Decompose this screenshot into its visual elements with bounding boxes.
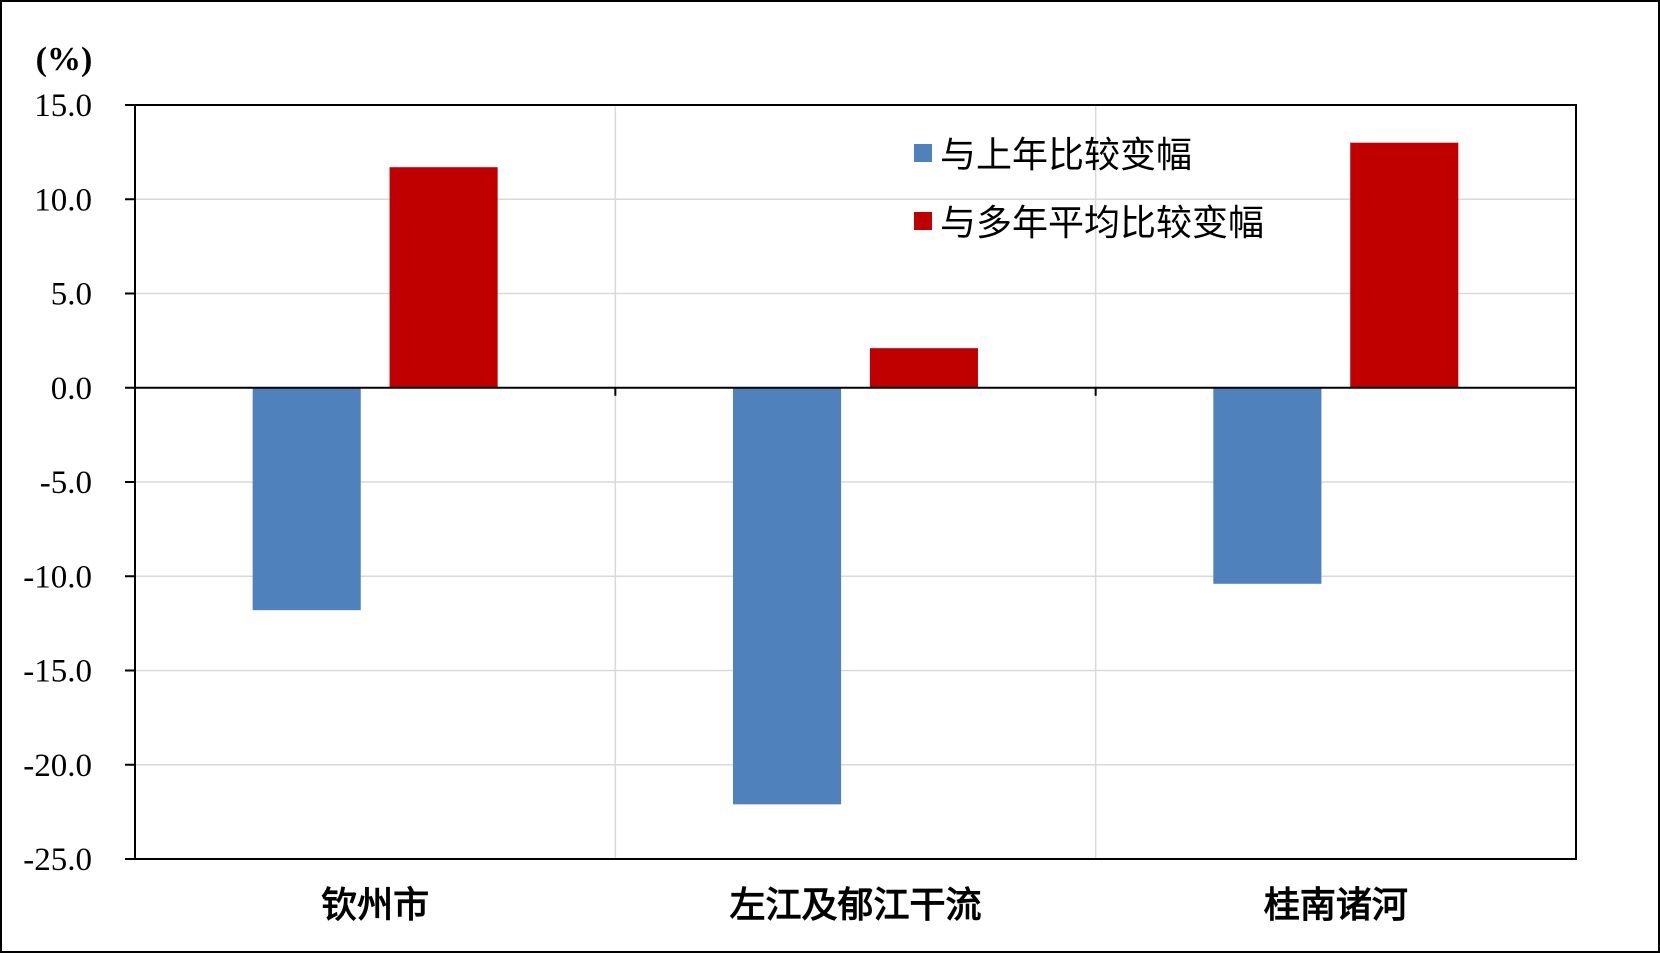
bar-prev-year-0 (252, 387, 361, 611)
y-tick-label: 0.0 (51, 371, 92, 407)
y-axis-unit-label: (%) (36, 41, 93, 78)
bar-prev-year-1 (733, 387, 842, 805)
legend-label-1: 与多年平均比较变幅 (940, 203, 1264, 243)
y-tick-label: 15.0 (34, 88, 92, 124)
axes (125, 104, 1577, 860)
x-category-label: 左江及郁江干流 (729, 885, 981, 925)
y-tick-label: -20.0 (23, 748, 92, 784)
y-tick-label: -15.0 (23, 654, 92, 690)
x-category-label: 桂南诸河 (1264, 885, 1408, 925)
bar-multi-year-2 (1350, 142, 1459, 388)
y-tick-label: -10.0 (23, 559, 92, 595)
x-category-label: 钦州市 (321, 885, 429, 925)
bar-prev-year-2 (1213, 387, 1322, 584)
legend-swatch-0 (914, 144, 932, 162)
y-tick-label: 10.0 (34, 182, 92, 218)
y-tick-label: -25.0 (23, 842, 92, 878)
y-tick-label: 5.0 (51, 277, 92, 313)
tick-labels: 15.0 10.0 5.0 0.0 -5.0 -10.0 -15.0 -20.0 -25.0 钦州… (23, 88, 1408, 925)
gridlines (135, 105, 1576, 859)
y-tick-label: -5.0 (40, 465, 92, 501)
bars (252, 142, 1459, 805)
bar-multi-year-0 (389, 167, 498, 388)
bar-multi-year-1 (869, 348, 978, 388)
legend-swatch-1 (914, 212, 932, 230)
legend-label-0: 与上年比较变幅 (940, 135, 1192, 175)
